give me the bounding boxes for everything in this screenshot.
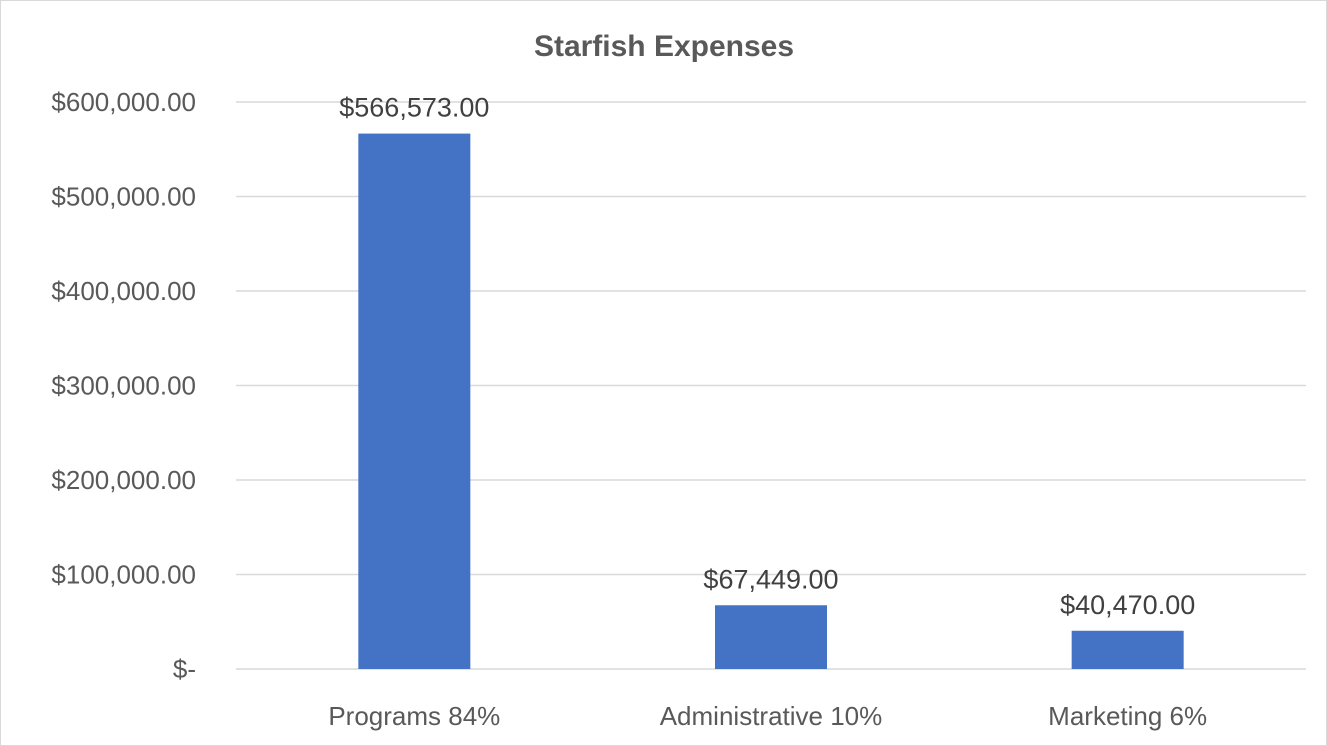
y-tick-label: $300,000.00 bbox=[51, 371, 196, 401]
x-category-label: Administrative 10% bbox=[660, 701, 883, 731]
y-tick-label: $600,000.00 bbox=[51, 87, 196, 117]
bar bbox=[358, 134, 470, 669]
y-tick-label: $200,000.00 bbox=[51, 465, 196, 495]
data-label: $566,573.00 bbox=[339, 93, 489, 123]
data-label: $67,449.00 bbox=[703, 564, 838, 594]
bar bbox=[715, 605, 827, 669]
data-label: $40,470.00 bbox=[1060, 590, 1195, 620]
y-tick-label: $500,000.00 bbox=[51, 182, 196, 212]
y-tick-label: $- bbox=[173, 654, 196, 684]
y-axis-ticks: $- $100,000.00 $200,000.00 $300,000.00 $400,… bbox=[51, 87, 196, 684]
x-category-label: Programs 84% bbox=[328, 701, 500, 731]
y-tick-label: $400,000.00 bbox=[51, 276, 196, 306]
y-tick-label: $100,000.00 bbox=[51, 560, 196, 590]
chart-title: Starfish Expenses bbox=[534, 30, 794, 63]
bar bbox=[1072, 631, 1184, 669]
x-axis-categories: Programs 84% Administrative 10% Marketing … bbox=[328, 701, 1207, 731]
x-category-label: Marketing 6% bbox=[1048, 701, 1207, 731]
